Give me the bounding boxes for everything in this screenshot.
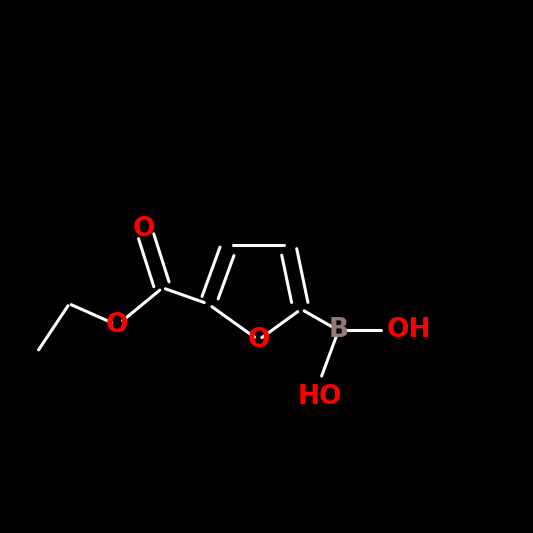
Text: O: O	[133, 216, 155, 242]
Text: O: O	[247, 327, 270, 353]
Text: OH: OH	[386, 318, 431, 343]
Text: O: O	[106, 312, 128, 338]
Text: HO: HO	[297, 384, 342, 410]
Text: B: B	[328, 318, 349, 343]
